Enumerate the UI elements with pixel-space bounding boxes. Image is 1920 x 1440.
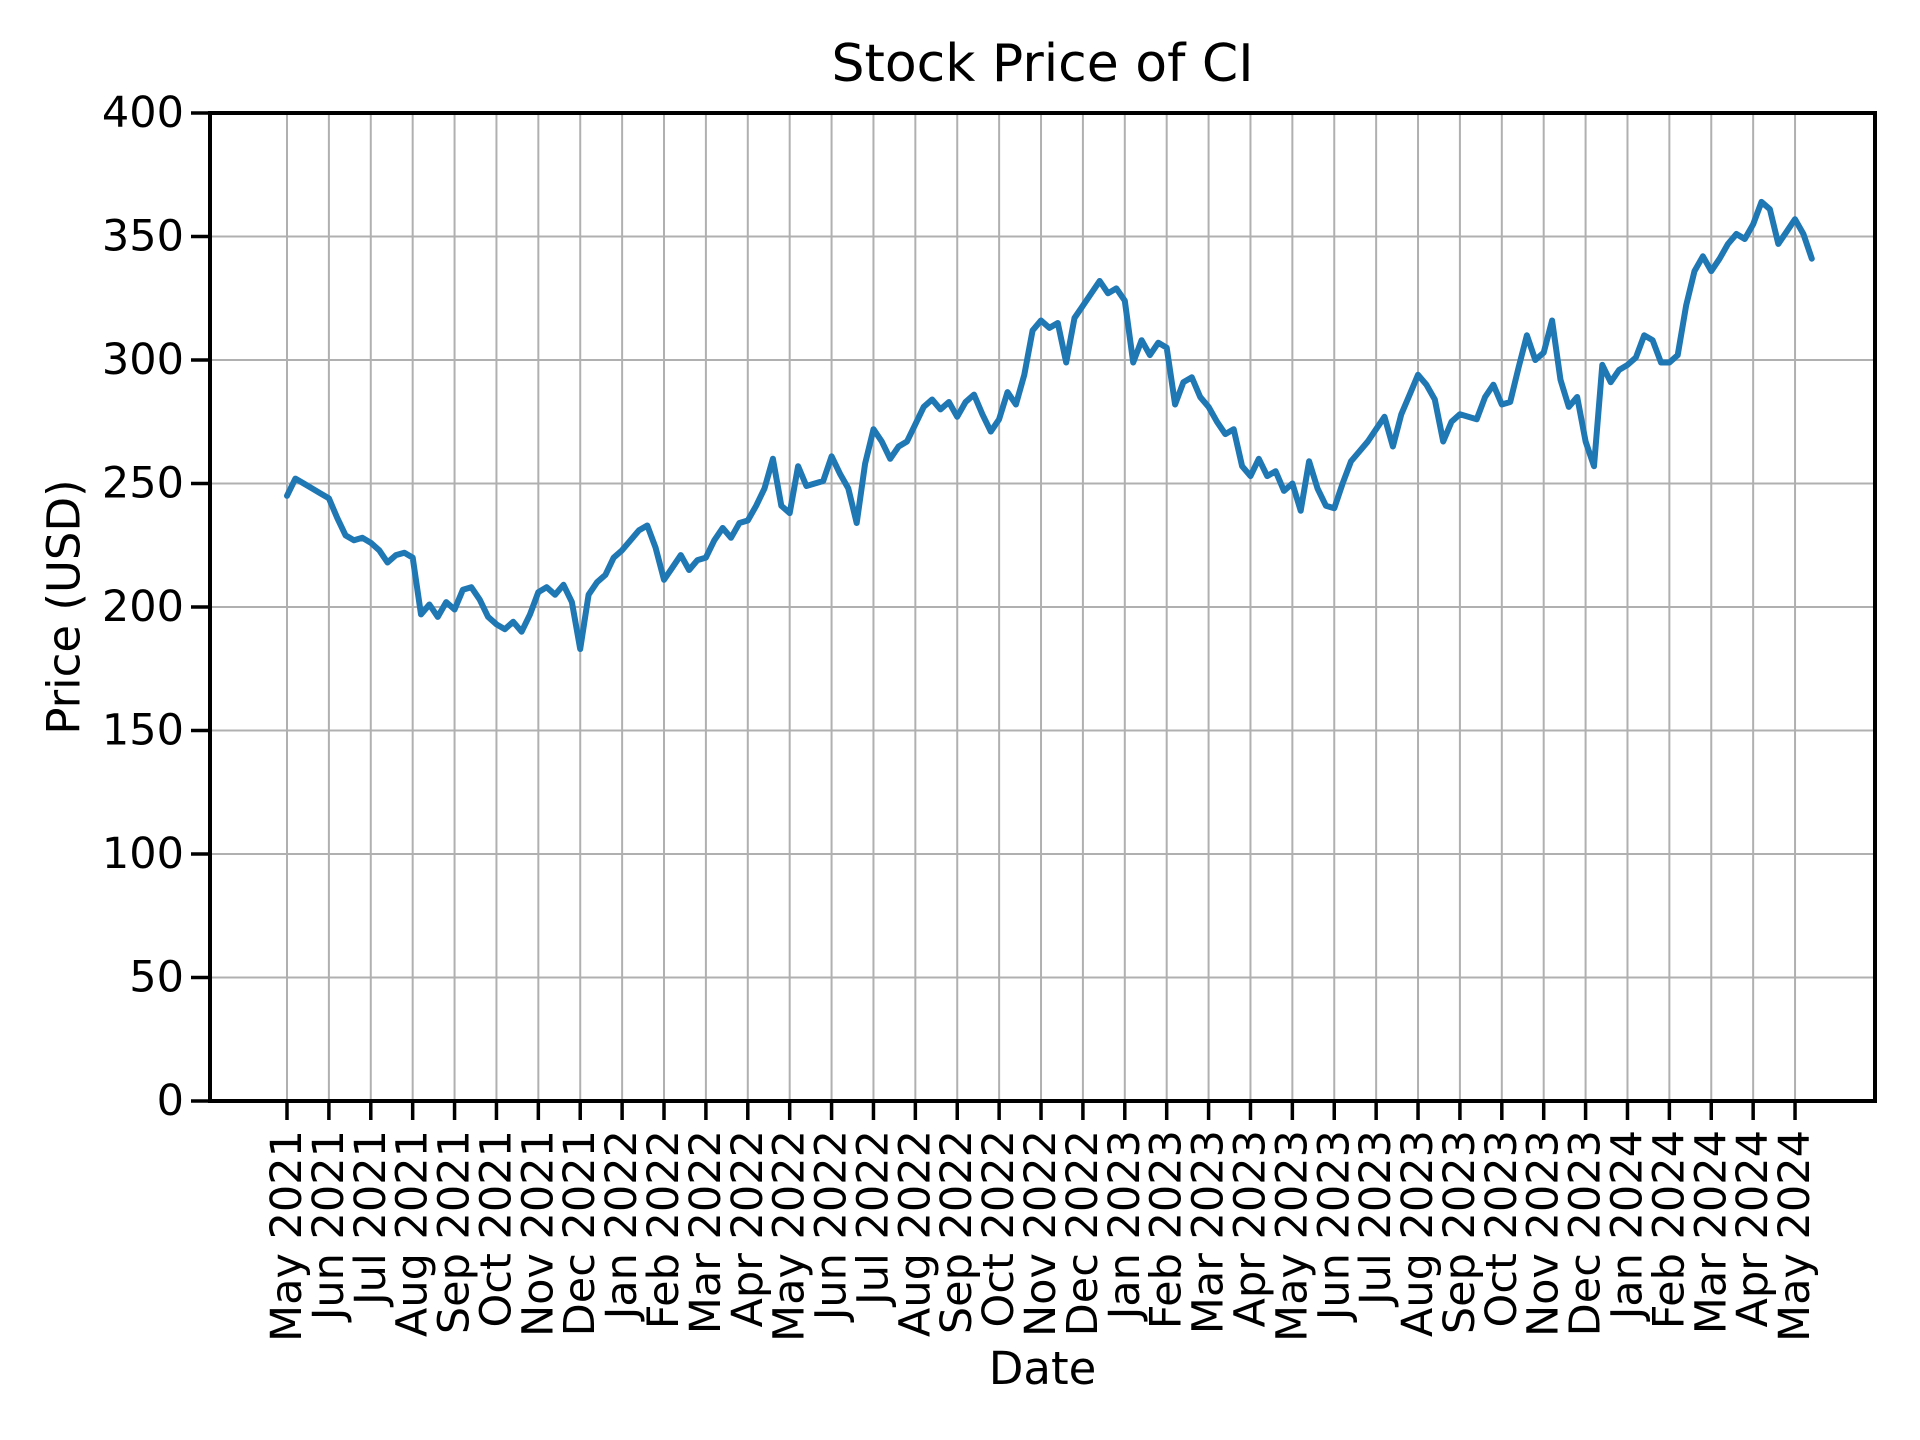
x-tick-label: Dec 2023 bbox=[1561, 1130, 1611, 1336]
x-tick-label: May 2021 bbox=[262, 1130, 312, 1342]
price-line bbox=[284, 198, 1815, 652]
y-tick-label: 400 bbox=[102, 88, 184, 138]
x-tick-label: Jul 2023 bbox=[1351, 1130, 1401, 1308]
y-tick-label: 200 bbox=[102, 582, 184, 632]
x-tick-label: Jan 2023 bbox=[1100, 1130, 1150, 1322]
x-tick-label: Aug 2021 bbox=[388, 1130, 438, 1337]
x-tick-label: Apr 2022 bbox=[723, 1130, 773, 1328]
x-tick-label: Sep 2022 bbox=[932, 1130, 982, 1334]
x-tick-label: May 2023 bbox=[1267, 1130, 1317, 1342]
x-tick-label: Apr 2024 bbox=[1728, 1130, 1778, 1328]
x-tick-label: Feb 2023 bbox=[1142, 1130, 1192, 1329]
axes-spines bbox=[208, 111, 1877, 1103]
x-tick-label: Dec 2022 bbox=[1058, 1130, 1108, 1336]
x-tick-label: Jan 2024 bbox=[1602, 1130, 1652, 1322]
x-tick-label: Dec 2021 bbox=[555, 1130, 605, 1336]
x-tick-label: Jul 2021 bbox=[346, 1130, 396, 1308]
x-tick-label: May 2022 bbox=[765, 1130, 815, 1342]
x-tick-label: Oct 2021 bbox=[471, 1130, 521, 1327]
y-tick-label: 0 bbox=[157, 1076, 184, 1126]
x-tick-label: Mar 2024 bbox=[1686, 1130, 1736, 1334]
x-tick-label: Apr 2023 bbox=[1225, 1130, 1275, 1328]
chart-title: Stock Price of CI bbox=[831, 34, 1254, 94]
x-tick-label: Nov 2023 bbox=[1519, 1130, 1569, 1337]
x-tick-label: Sep 2021 bbox=[430, 1130, 480, 1334]
x-tick-label: Jun 2021 bbox=[304, 1130, 354, 1323]
y-tick-label: 250 bbox=[102, 459, 184, 509]
x-tick-label: May 2024 bbox=[1770, 1130, 1820, 1342]
x-tick-label: Oct 2023 bbox=[1477, 1130, 1527, 1327]
x-tick-label: Aug 2022 bbox=[890, 1130, 940, 1337]
x-tick-label: Jun 2022 bbox=[807, 1130, 857, 1323]
x-tick-label: Jan 2022 bbox=[597, 1130, 647, 1322]
y-tick-label: 300 bbox=[102, 335, 184, 385]
y-tick-label: 150 bbox=[102, 706, 184, 756]
x-axis-label: Date bbox=[988, 1342, 1097, 1395]
x-tick-label: Nov 2022 bbox=[1016, 1130, 1066, 1337]
gridlines bbox=[210, 113, 1875, 1101]
x-tick-label: Mar 2023 bbox=[1184, 1130, 1234, 1334]
y-tick-labels: 0 50 100 150 200 250 300 350 400 bbox=[102, 88, 184, 1126]
x-tick-label: Oct 2022 bbox=[974, 1130, 1024, 1327]
tick-marks bbox=[191, 111, 1797, 1120]
x-tick-label: Aug 2023 bbox=[1393, 1130, 1443, 1337]
x-tick-label: Nov 2021 bbox=[513, 1130, 563, 1337]
x-tick-label: Jul 2022 bbox=[848, 1130, 898, 1308]
y-tick-label: 50 bbox=[129, 953, 184, 1003]
x-tick-label: Jun 2023 bbox=[1309, 1130, 1359, 1323]
y-tick-label: 100 bbox=[102, 829, 184, 879]
y-tick-label: 350 bbox=[102, 212, 184, 262]
x-tick-label: Feb 2024 bbox=[1644, 1130, 1694, 1329]
x-tick-label: Mar 2022 bbox=[681, 1130, 731, 1334]
x-tick-label: Feb 2022 bbox=[639, 1130, 689, 1329]
x-tick-label: Sep 2023 bbox=[1435, 1130, 1485, 1334]
